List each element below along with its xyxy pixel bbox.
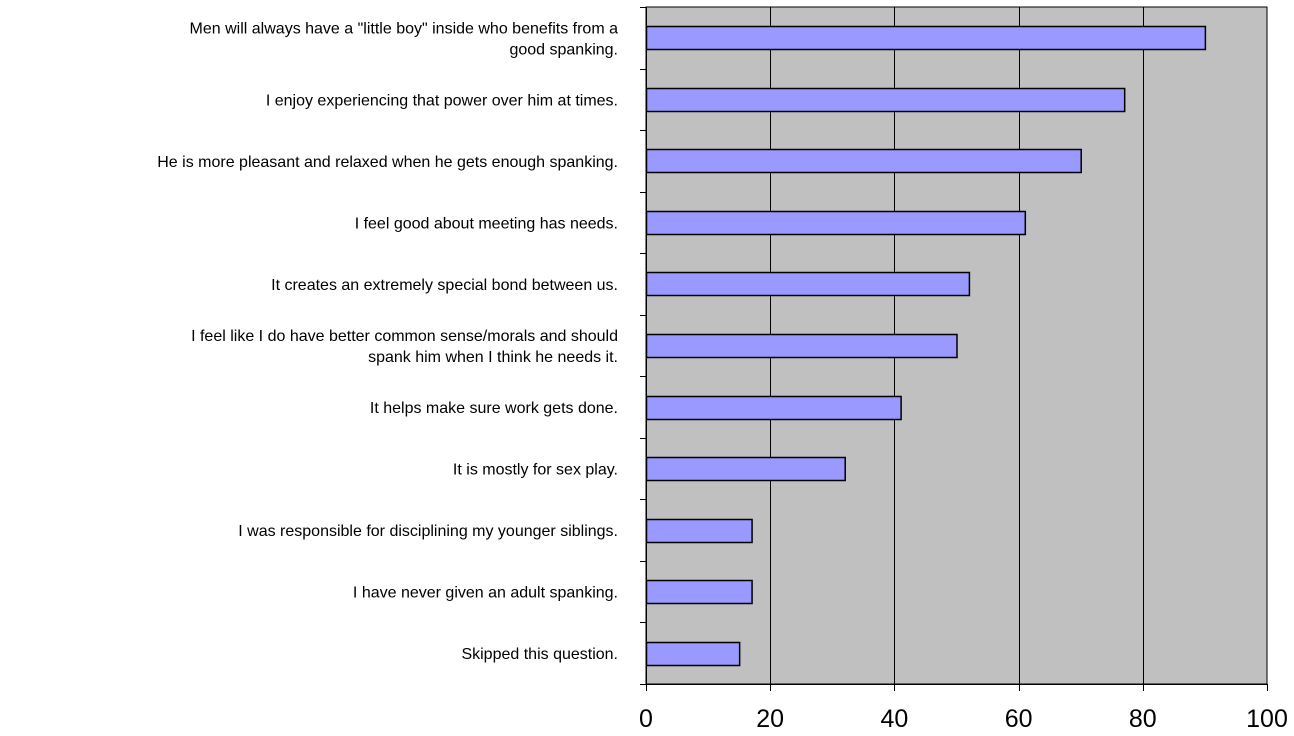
x-tick-label-80: 80 xyxy=(1129,705,1157,733)
category-label-10: Skipped this question. xyxy=(461,646,618,663)
bar-5 xyxy=(645,333,958,359)
bar-10 xyxy=(645,641,741,667)
x-tick-label-40: 40 xyxy=(880,705,908,733)
category-label-1: I enjoy experiencing that power over him… xyxy=(266,92,618,109)
category-label-6: It helps make sure work gets done. xyxy=(370,400,618,417)
axes xyxy=(640,7,1268,691)
category-label-0: Men will always have a "little boy" insi… xyxy=(190,20,619,58)
bar-0 xyxy=(645,25,1207,51)
bar-6 xyxy=(645,395,902,421)
category-label-3: I feel good about meeting has needs. xyxy=(355,215,618,232)
x-tick-labels: 0 20 40 60 80 100 xyxy=(639,705,1288,733)
bar-3 xyxy=(645,210,1027,236)
x-tick-label-100: 100 xyxy=(1246,705,1288,733)
category-label-4: It creates an extremely special bond bet… xyxy=(271,277,618,294)
x-tick-label-20: 20 xyxy=(756,705,784,733)
bars xyxy=(645,25,1207,667)
bar-2 xyxy=(645,148,1082,174)
bar-8 xyxy=(645,518,753,544)
x-tick-label-0: 0 xyxy=(639,705,653,733)
bar-4 xyxy=(645,271,971,297)
category-label-8: I was responsible for disciplining my yo… xyxy=(238,523,618,540)
category-label-2: He is more pleasant and relaxed when he … xyxy=(157,154,618,171)
category-labels: Men will always have a "little boy" insi… xyxy=(157,20,618,663)
category-label-9: I have never given an adult spanking. xyxy=(353,585,618,602)
bar-7 xyxy=(645,456,846,482)
category-label-5: I feel like I do have better common sens… xyxy=(191,328,618,366)
x-tick-label-60: 60 xyxy=(1005,705,1033,733)
category-label-7: It is mostly for sex play. xyxy=(453,462,618,479)
bar-1 xyxy=(645,87,1126,113)
bar-9 xyxy=(645,579,753,605)
